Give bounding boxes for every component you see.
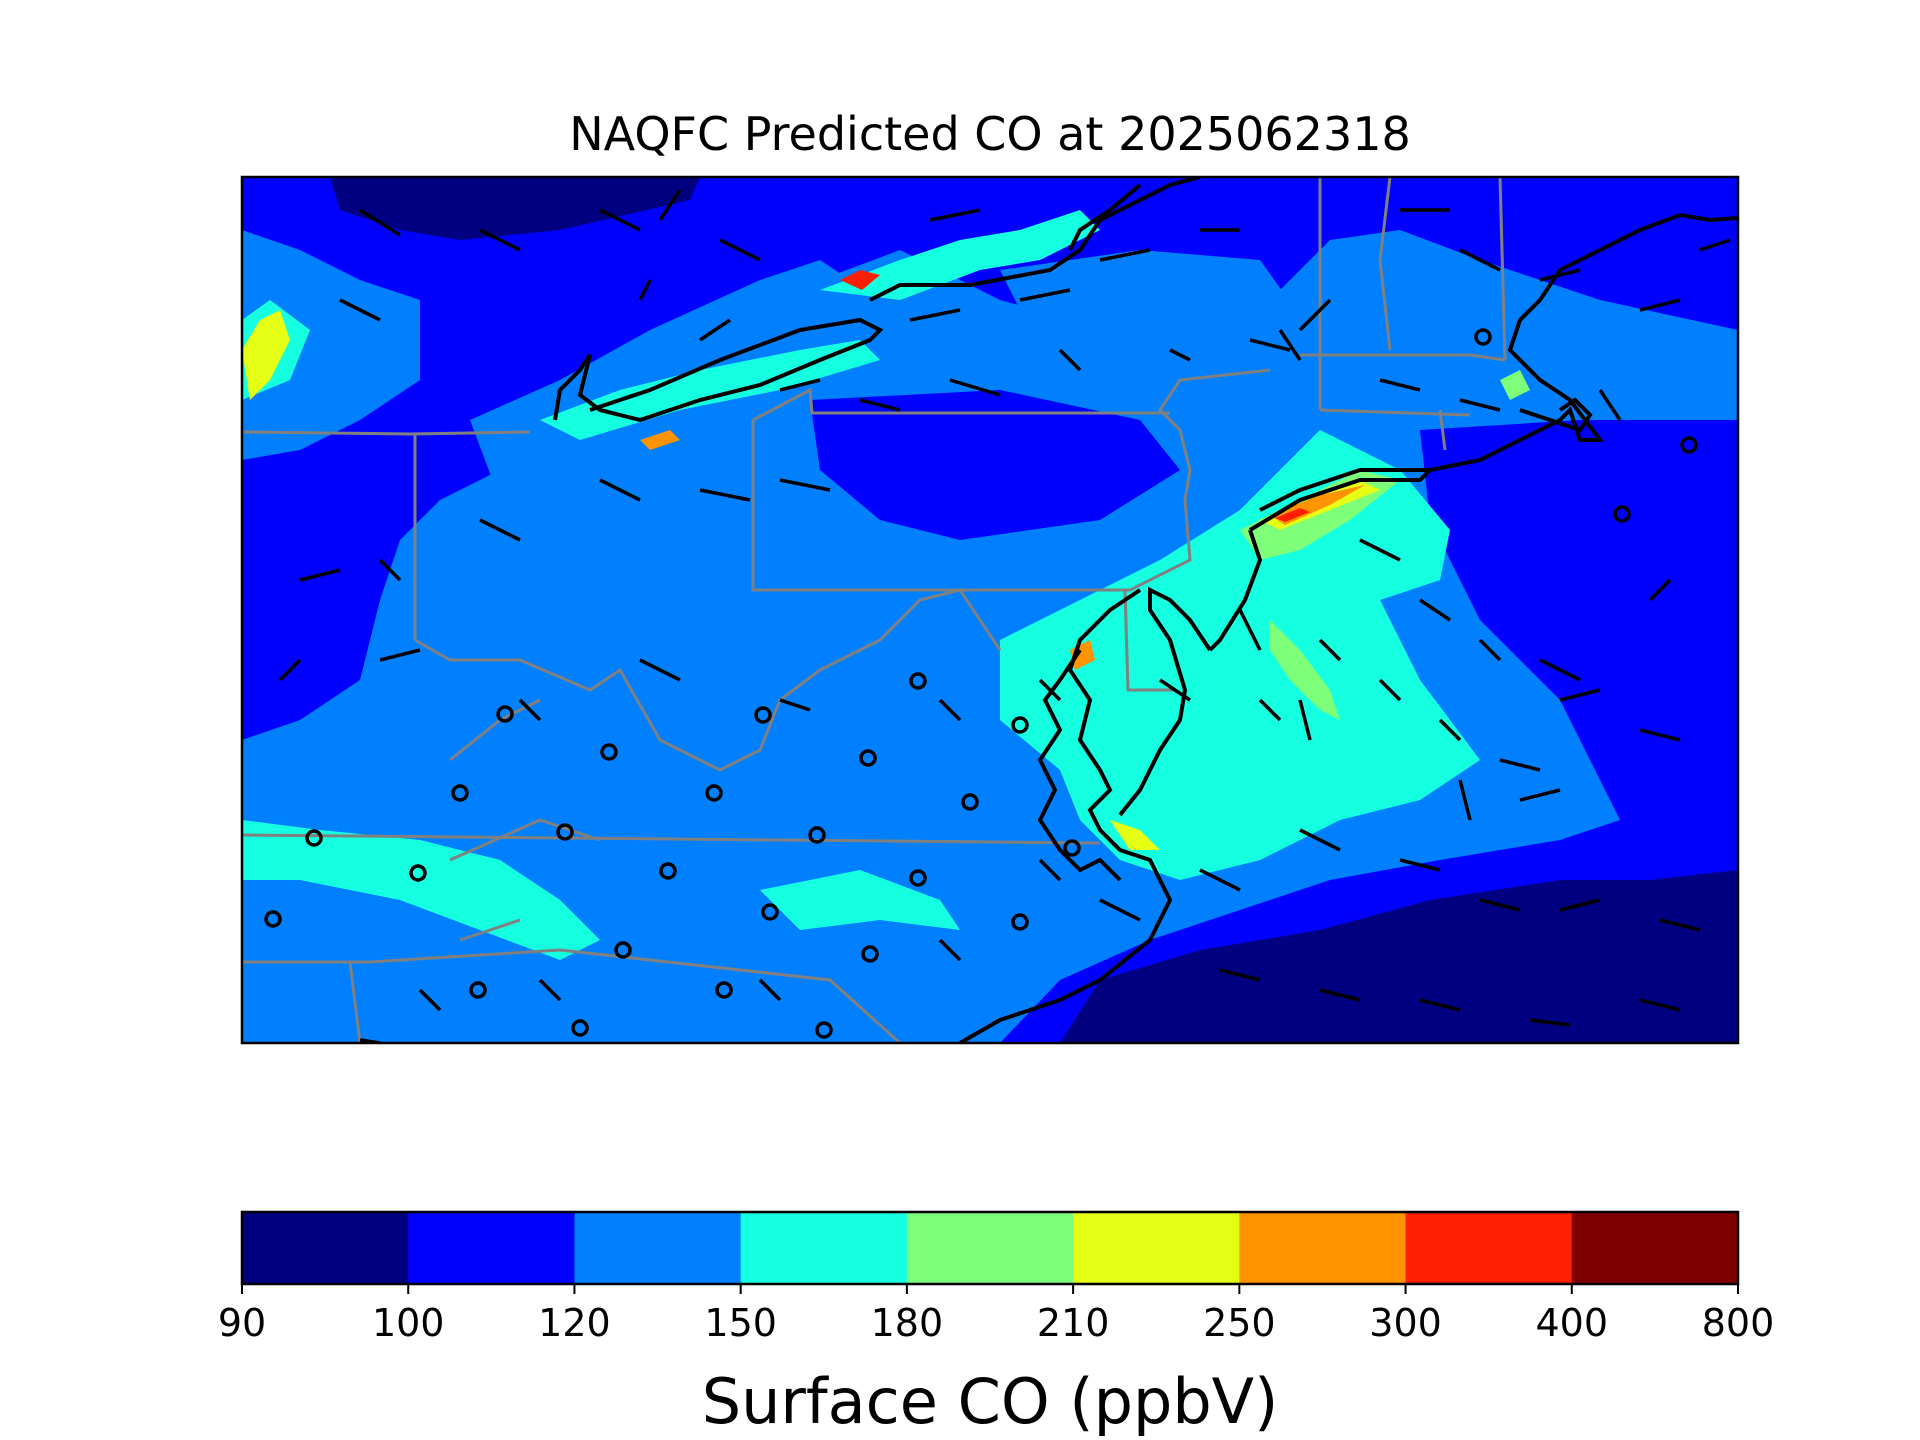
calm-wind-circle [715, 981, 733, 999]
calm-wind-circle [1063, 839, 1081, 857]
calm-wind-circle [469, 981, 487, 999]
colorbar-tick-label: 120 [538, 1301, 611, 1345]
co-region-southwest-cyan [242, 820, 600, 960]
co-region-north-darkblue [330, 177, 700, 240]
calm-wind-circle [451, 784, 469, 802]
calm-wind-circle [1474, 328, 1492, 346]
co-concentration-map [242, 177, 1738, 1043]
calm-wind-circle [861, 945, 879, 963]
co-region-eastcoast-cyan [1000, 430, 1480, 880]
co-region-southcentral-cyan [760, 870, 960, 930]
colorbar-bin-120-150 [574, 1212, 742, 1284]
colorbar-frame [240, 1210, 1740, 1286]
colorbar-tick-label: 90 [218, 1301, 266, 1345]
colorbar-bin-180-210 [906, 1212, 1074, 1284]
colorbar: 90 100 120 150 180 210 250 300 400 800 Surface CO… [218, 1210, 1774, 1438]
map-frame [240, 175, 1740, 1045]
colorbar-bins [242, 1212, 1739, 1284]
co-region-erie-orange [640, 430, 680, 450]
colorbar-label: Surface CO (ppbV) [702, 1365, 1279, 1438]
coastline-long-island [1248, 468, 1435, 532]
co-region-northwest-lightblue [242, 230, 420, 460]
calm-wind-circle [1680, 436, 1698, 454]
calm-wind-circle [659, 862, 677, 880]
colorbar-tick-label: 800 [1702, 1301, 1775, 1345]
colorbar-tick-label: 400 [1536, 1301, 1609, 1345]
colorbar-bin-400-800 [1571, 1212, 1739, 1284]
co-region-ontario-red [840, 270, 880, 290]
calm-wind-circle [496, 705, 514, 723]
colorbar-bin-90-100 [242, 1212, 409, 1284]
calm-wind-circle [961, 793, 979, 811]
co-region-norfolk-yellow [1110, 820, 1160, 850]
colorbar-bin-250-300 [1239, 1212, 1407, 1284]
calm-wind-circle [409, 864, 427, 882]
coastline-chesapeake-inner [1037, 648, 1122, 882]
coastline-lake-ontario [869, 177, 1201, 302]
state-borders [242, 177, 1507, 1043]
co-region-lake-ontario-cyan [820, 210, 1100, 300]
colorbar-bin-100-120 [408, 1212, 575, 1284]
colorbar-tick-label: 100 [372, 1301, 445, 1345]
calm-wind-circle [305, 829, 323, 847]
colorbar-bin-150-180 [740, 1212, 908, 1284]
co-region-west-blue [242, 500, 380, 740]
colorbar-tick-label: 300 [1369, 1301, 1442, 1345]
colorbar-tick-label: 180 [871, 1301, 944, 1345]
calm-wind-circle [1613, 505, 1631, 523]
calm-wind-circle [815, 1021, 833, 1039]
co-region-pa-blue [810, 390, 1180, 540]
co-region-northwest-yellow [242, 310, 290, 400]
calm-wind-circle [808, 826, 826, 844]
colorbar-tick-label: 250 [1203, 1301, 1276, 1345]
calm-wind-circle [264, 910, 282, 928]
coastlines [553, 177, 1738, 1043]
calm-wind-markers [264, 328, 1698, 1039]
calm-wind-circle [705, 784, 723, 802]
calm-wind-circle [1011, 913, 1029, 931]
calm-wind-circle [761, 903, 779, 921]
coastline-new-jersey [1208, 529, 1263, 652]
coastline-cape-cod [1519, 397, 1593, 433]
coastline-delaware-bay [1118, 586, 1212, 817]
colorbar-tick-label: 210 [1037, 1301, 1110, 1345]
co-region-offshore-green [1270, 620, 1340, 720]
calm-wind-circle [571, 1019, 589, 1037]
calm-wind-circle [614, 941, 632, 959]
coastline-st-lawrence [1068, 183, 1142, 251]
colorbar-tick-label: 150 [704, 1301, 777, 1345]
calm-wind-circle [909, 672, 927, 690]
calm-wind-circle [909, 869, 927, 887]
map-title: NAQFC Predicted CO at 2025062318 [569, 107, 1411, 161]
colorbar-ticks: 90 100 120 150 180 210 250 300 400 800 [218, 1284, 1774, 1345]
calm-wind-circle [1011, 716, 1029, 734]
co-region-north-blue [242, 177, 1738, 640]
calm-wind-circle [754, 706, 772, 724]
wind-barbs [278, 189, 1731, 1043]
colorbar-bin-210-250 [1073, 1212, 1240, 1284]
calm-wind-circle [556, 823, 574, 841]
calm-wind-circle [600, 743, 618, 761]
co-region-ny-lightblue [1000, 250, 1310, 390]
wind-barb [278, 189, 1731, 1043]
co-region-ocean-darkblue [1060, 870, 1738, 1043]
co-region-nyc-red [1275, 508, 1310, 522]
coastline-new-england [1429, 212, 1738, 472]
state-border-lines [242, 177, 1507, 1043]
calm-wind-circle [859, 749, 877, 767]
coastline-lake-erie [553, 317, 884, 423]
co-region-boston-green [1500, 370, 1530, 400]
colorbar-bin-300-400 [1405, 1212, 1573, 1284]
